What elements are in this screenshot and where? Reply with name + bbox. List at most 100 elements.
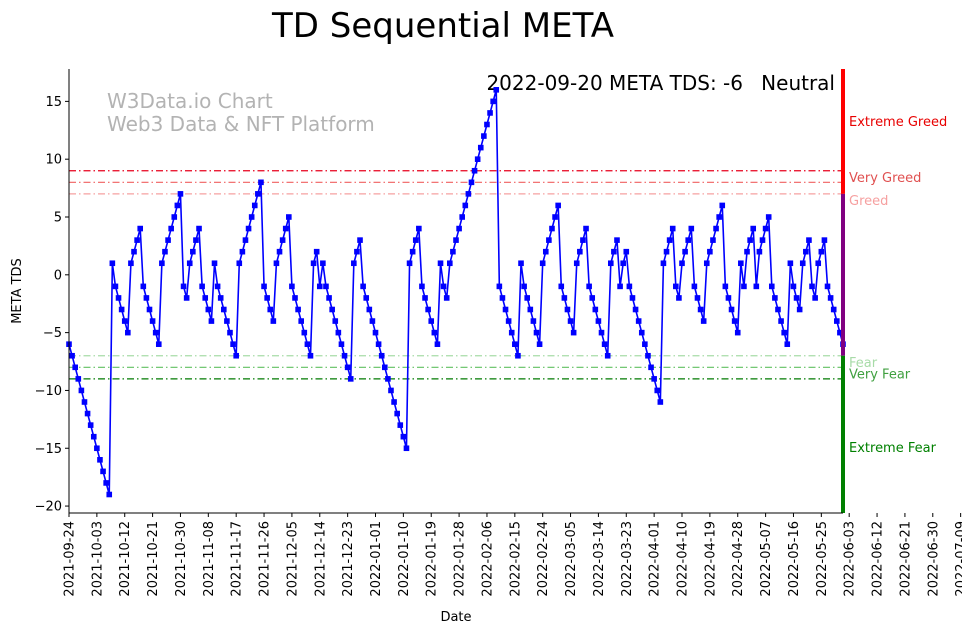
- data-point: [419, 283, 425, 290]
- data-point: [286, 214, 292, 220]
- x-tick-label: 2021-11-08: [202, 521, 217, 597]
- data-point: [694, 295, 701, 301]
- data-point: [768, 283, 775, 290]
- data-point: [824, 283, 831, 290]
- data-point: [289, 283, 295, 290]
- x-tick-label: 2022-03-05: [564, 521, 579, 597]
- data-point: [282, 225, 289, 232]
- data-point: [688, 225, 695, 232]
- threshold-label: Very Fear: [849, 367, 911, 382]
- data-point: [177, 191, 184, 197]
- data-point: [366, 306, 373, 313]
- data-point: [422, 295, 428, 301]
- x-tick-label: 2022-02-06: [480, 521, 495, 597]
- x-tick-label: 2022-01-01: [369, 521, 384, 597]
- data-point: [580, 237, 586, 243]
- data-point: [744, 248, 750, 255]
- data-point: [790, 283, 797, 290]
- threshold-label: Very Greed: [849, 171, 921, 186]
- annotation-text: 2022-09-20 META TDS: -6: [486, 71, 743, 95]
- axes: [68, 69, 843, 514]
- data-point: [118, 306, 125, 313]
- threshold-lines: [69, 170, 843, 380]
- data-point: [626, 283, 633, 290]
- latest-annotation: 2022-09-20 META TDS: -6 Neutral: [486, 71, 835, 95]
- x-tick-label: 2022-01-19: [425, 521, 440, 597]
- data-point: [719, 202, 726, 209]
- data-point: [703, 260, 710, 267]
- data-point: [351, 260, 357, 267]
- data-point: [205, 306, 212, 313]
- y-tick-label: 15: [45, 95, 62, 110]
- data-point: [564, 306, 571, 313]
- x-tick-label: 2022-04-19: [703, 521, 718, 597]
- data-point: [304, 341, 311, 347]
- data-point: [208, 318, 215, 324]
- data-point: [512, 341, 518, 347]
- data-point: [394, 410, 400, 417]
- data-point: [573, 260, 580, 267]
- data-point: [245, 225, 252, 232]
- data-point: [477, 144, 484, 151]
- x-tick-label: 2022-03-23: [620, 521, 635, 597]
- data-point: [542, 248, 549, 255]
- watermark-line-1: W3Data.io Chart: [107, 89, 273, 113]
- data-point: [465, 191, 472, 197]
- data-point: [149, 318, 156, 324]
- data-point: [728, 306, 735, 313]
- data-point: [648, 364, 654, 371]
- data-point: [162, 248, 168, 255]
- data-point: [521, 283, 527, 290]
- data-point: [447, 260, 453, 267]
- data-point: [270, 318, 277, 324]
- data-point: [255, 191, 261, 197]
- data-point: [697, 306, 704, 313]
- x-tick-label: 2022-02-15: [508, 521, 523, 597]
- y-ticks: 15 10 5 0 −5 −10 −15 −20: [35, 95, 69, 515]
- data-point: [109, 260, 116, 267]
- data-point: [214, 283, 221, 290]
- data-point: [595, 318, 602, 324]
- data-point: [803, 248, 809, 255]
- x-tick-label: 2022-01-28: [453, 521, 468, 597]
- zone-label: Extreme Greed: [849, 115, 947, 130]
- data-point: [456, 225, 462, 232]
- x-tick-label: 2021-10-30: [174, 521, 189, 597]
- data-point: [570, 329, 577, 336]
- y-tick-label: 5: [54, 211, 62, 226]
- data-point: [292, 295, 298, 301]
- x-tick-label: 2021-11-26: [258, 521, 273, 597]
- data-point: [183, 295, 190, 301]
- data-point: [738, 260, 744, 267]
- data-point: [685, 237, 691, 243]
- data-point: [812, 295, 818, 301]
- data-point: [623, 248, 630, 255]
- x-tick-label: 2022-05-25: [815, 521, 830, 597]
- y-tick-label: −15: [35, 442, 62, 457]
- data-point: [806, 237, 812, 243]
- data-point: [722, 283, 729, 290]
- data-point: [663, 248, 670, 255]
- data-point: [775, 306, 781, 313]
- data-point: [601, 341, 608, 347]
- data-point: [72, 364, 78, 371]
- data-point: [112, 283, 119, 290]
- data-point: [834, 318, 840, 324]
- data-point: [174, 202, 181, 209]
- data-point: [515, 352, 521, 359]
- tds-series: [66, 87, 846, 498]
- sentiment-bar-segment: [841, 193, 845, 356]
- data-point: [589, 295, 596, 301]
- data-point: [121, 318, 128, 324]
- chart-title: TD Sequential META: [271, 6, 614, 46]
- data-point: [654, 387, 661, 394]
- data-point: [716, 214, 722, 220]
- threshold-label: Greed: [849, 194, 888, 209]
- data-point: [391, 399, 397, 405]
- data-point: [759, 237, 766, 243]
- data-point: [772, 295, 778, 301]
- data-point: [635, 318, 642, 324]
- data-point: [533, 329, 540, 336]
- data-point: [186, 260, 193, 267]
